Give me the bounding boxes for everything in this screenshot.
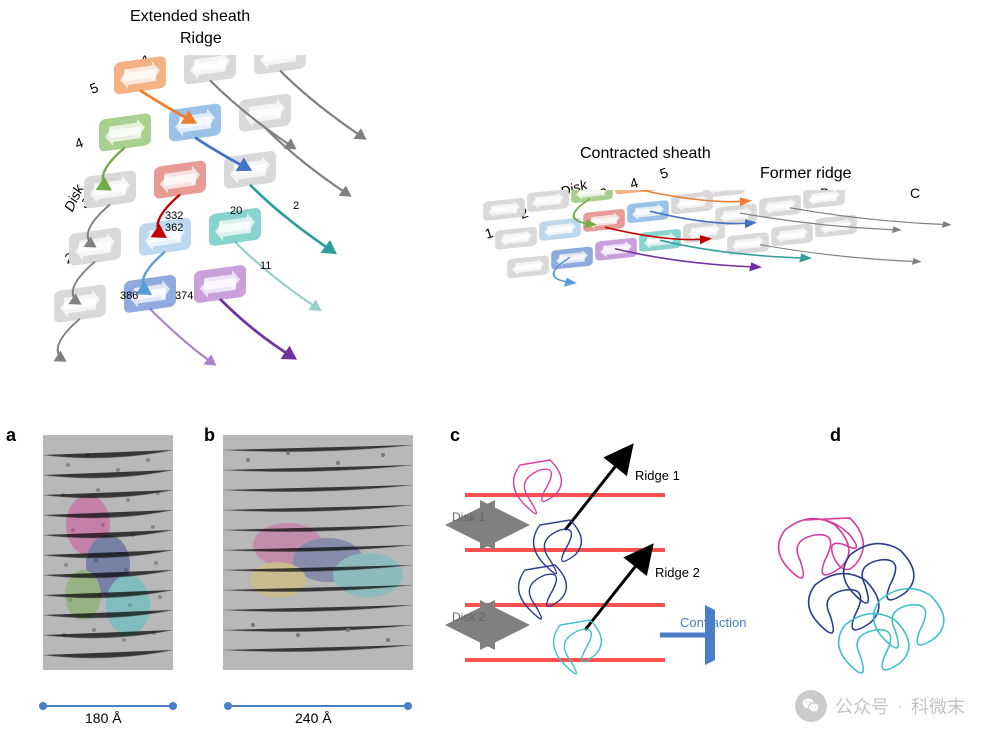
ridge-label: Ridge — [180, 30, 222, 48]
scale-b-bar — [228, 705, 408, 707]
watermark: 公众号 · 科微末 — [795, 690, 965, 722]
residue-374: 374 — [175, 290, 193, 302]
panel-a-density — [28, 435, 188, 675]
top-row: Extended sheath Ridge A B C 5 4 Disk 3 2… — [0, 0, 985, 420]
residue-386: 386 — [120, 290, 138, 302]
watermark-suffix: 科微末 — [911, 693, 965, 719]
ridge2-label: Ridge 2 — [655, 565, 700, 580]
residue-11: 11 — [260, 260, 271, 272]
disk2-label: Disk 2 — [452, 610, 485, 624]
scale-b-dot-l — [224, 702, 232, 710]
extended-sheath-svg — [35, 55, 455, 435]
scale-a-dot-l — [39, 702, 47, 710]
contracted-title: Contracted sheath — [580, 145, 711, 163]
extended-title: Extended sheath — [130, 8, 250, 26]
figure-root: Extended sheath Ridge A B C 5 4 Disk 3 2… — [0, 0, 985, 742]
scale-a-text: 180 Å — [85, 710, 122, 726]
residue-2: 2 — [293, 200, 299, 212]
scale-b-text: 240 Å — [295, 710, 332, 726]
scale-a-bar — [43, 705, 173, 707]
scale-b-dot-r — [404, 702, 412, 710]
former-ridge-label: Former ridge — [760, 165, 852, 183]
panel-a-label: a — [6, 425, 16, 446]
residue-332: 332 — [165, 210, 183, 222]
ridge1-label: Ridge 1 — [635, 468, 680, 483]
panel-d-svg — [755, 490, 975, 690]
disk1-label: Disk 1 — [452, 510, 485, 524]
contraction-label: Contraction — [680, 615, 746, 630]
scale-a-dot-r — [169, 702, 177, 710]
panel-b-density — [218, 435, 418, 675]
row-5-right: 5 — [658, 164, 670, 182]
residue-20: 20 — [230, 205, 242, 217]
wechat-icon — [795, 690, 827, 722]
panel-b-label: b — [204, 425, 215, 446]
panel-d-label: d — [830, 425, 841, 446]
contracted-sheath-svg — [460, 190, 980, 410]
residue-362: 362 — [165, 222, 183, 234]
watermark-text: 公众号 — [835, 693, 889, 719]
